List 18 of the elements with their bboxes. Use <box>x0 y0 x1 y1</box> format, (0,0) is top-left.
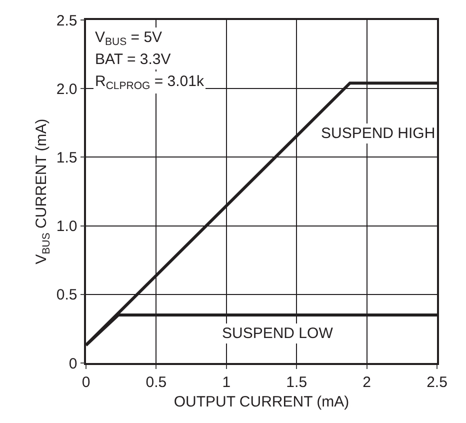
x-tick-label: 2 <box>362 374 371 391</box>
y-tick-label: 1.0 <box>56 218 78 236</box>
y-tick-label: 2.5 <box>56 12 78 30</box>
y-tick-label: 1.5 <box>56 149 78 166</box>
x-tick-label: 1.5 <box>286 374 308 391</box>
x-axis-title: OUTPUT CURRENT (mA) <box>174 393 350 410</box>
series-label: SUSPEND HIGH <box>321 125 436 142</box>
y-tick-label: 2.0 <box>56 80 78 98</box>
x-tick-label: 0 <box>82 374 90 391</box>
y-tick-label: 0.5 <box>56 286 78 304</box>
series-label: SUSPEND LOW <box>222 325 334 342</box>
annotation: BAT = 3.3V <box>95 51 171 68</box>
x-tick-label: 1 <box>222 374 231 391</box>
x-tick-label: 2.5 <box>426 374 448 391</box>
annotation: R$_{CLPROG}$ = 3.01k <box>95 73 204 92</box>
x-tick-label: 0.5 <box>146 374 167 391</box>
annotation: V$_{BUS}$ = 5V <box>95 29 162 48</box>
y-tick-label: 0 <box>68 355 78 372</box>
